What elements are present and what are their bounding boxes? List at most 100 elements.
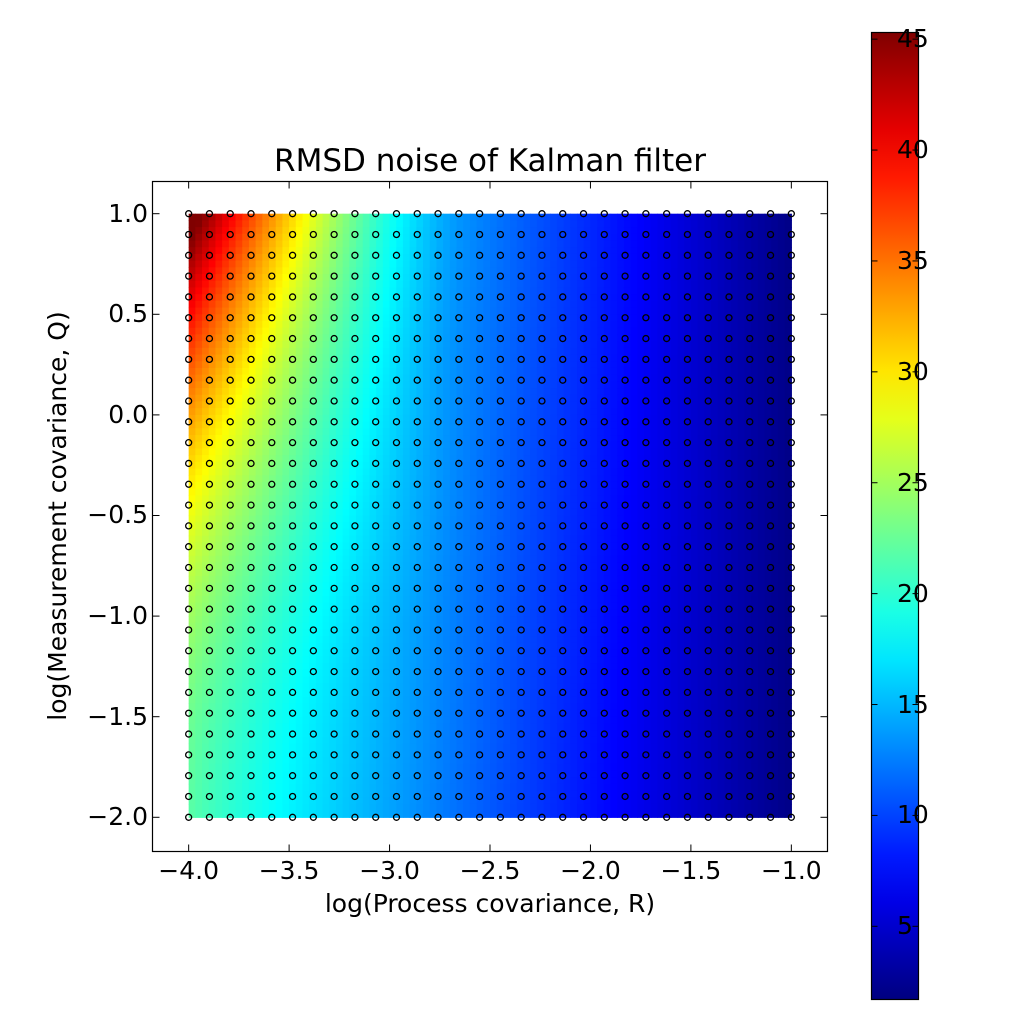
grid-point-marker xyxy=(642,813,650,821)
grid-point-marker xyxy=(226,563,234,572)
grid-point-marker xyxy=(455,584,463,592)
grid-point-marker xyxy=(787,355,795,364)
grid-point-marker xyxy=(434,210,442,218)
grid-point-marker xyxy=(330,647,338,655)
grid-point-marker xyxy=(434,626,442,634)
grid-point-marker xyxy=(621,792,629,801)
grid-point-marker xyxy=(288,480,297,488)
grid-point-marker xyxy=(683,230,692,239)
grid-point-marker xyxy=(725,751,733,759)
grid-point-marker xyxy=(475,293,484,301)
grid-point-marker xyxy=(642,730,650,738)
y-tick-label: 1.0 xyxy=(108,198,148,228)
grid-point-marker xyxy=(309,543,318,551)
grid-point-marker xyxy=(226,626,234,634)
grid-point-marker xyxy=(683,397,692,405)
grid-point-marker xyxy=(330,751,338,759)
grid-point-marker xyxy=(766,355,775,364)
grid-point-marker xyxy=(434,772,442,780)
grid-point-marker xyxy=(330,272,338,280)
grid-point-marker xyxy=(496,792,505,801)
grid-point-marker xyxy=(475,314,484,322)
grid-point-marker xyxy=(642,584,650,592)
grid-point-marker xyxy=(413,501,421,509)
y-tick-label: 0.5 xyxy=(108,299,148,329)
grid-point-marker xyxy=(725,418,733,426)
grid-point-marker xyxy=(787,501,795,509)
grid-point-marker xyxy=(704,730,712,738)
grid-point-marker xyxy=(351,688,359,697)
grid-point-marker xyxy=(704,293,712,301)
grid-point-marker xyxy=(475,813,484,821)
grid-point-marker xyxy=(288,272,297,280)
grid-point-marker xyxy=(704,543,712,551)
x-tick-label: −2.5 xyxy=(459,856,521,885)
grid-point-marker xyxy=(746,626,754,634)
grid-point-marker xyxy=(704,480,712,488)
x-axis-label: log(Process covariance, R) xyxy=(324,889,656,918)
grid-point-marker xyxy=(642,251,650,259)
grid-point-marker xyxy=(746,667,754,676)
grid-point-marker xyxy=(372,480,380,488)
grid-point-marker xyxy=(475,584,484,592)
grid-point-marker xyxy=(766,293,775,301)
grid-point-marker xyxy=(309,772,318,780)
grid-point-marker xyxy=(205,522,214,530)
grid-point-marker xyxy=(704,792,712,801)
grid-point-marker xyxy=(600,438,608,447)
grid-point-marker xyxy=(455,563,463,572)
grid-point-marker xyxy=(475,230,484,239)
grid-point-marker xyxy=(351,376,359,384)
grid-point-marker xyxy=(725,626,733,634)
grid-point-marker xyxy=(330,230,338,239)
grid-point-marker xyxy=(538,667,546,676)
grid-point-marker xyxy=(746,605,754,613)
grid-point-marker xyxy=(579,772,588,780)
grid-point-marker xyxy=(517,334,525,343)
grid-point-marker xyxy=(600,501,608,509)
grid-point-marker xyxy=(372,688,380,697)
grid-point-marker xyxy=(766,459,775,468)
axis-ticks xyxy=(152,181,828,852)
grid-point-marker xyxy=(288,709,297,717)
grid-point-marker xyxy=(496,230,505,239)
grid-point-marker xyxy=(455,334,463,343)
grid-point-marker xyxy=(392,210,401,218)
grid-point-marker xyxy=(663,688,671,697)
grid-point-marker xyxy=(351,501,359,509)
grid-point-marker xyxy=(766,584,775,592)
grid-point-marker xyxy=(247,272,255,280)
grid-point-marker xyxy=(683,376,692,384)
grid-point-marker xyxy=(309,251,318,259)
grid-point-marker xyxy=(683,792,692,801)
grid-point-marker xyxy=(185,647,193,655)
grid-point-marker xyxy=(746,584,754,592)
grid-point-marker xyxy=(205,647,214,655)
grid-point-marker xyxy=(330,210,338,218)
grid-point-marker xyxy=(725,314,733,322)
grid-point-marker xyxy=(475,605,484,613)
grid-point-marker xyxy=(205,418,214,426)
grid-point-marker xyxy=(413,563,421,572)
grid-point-marker xyxy=(413,397,421,405)
grid-point-marker xyxy=(247,563,255,572)
grid-point-marker xyxy=(372,355,380,364)
grid-point-marker xyxy=(372,418,380,426)
grid-point-marker xyxy=(205,397,214,405)
grid-point-marker xyxy=(392,314,401,322)
grid-point-marker xyxy=(351,230,359,239)
grid-point-marker xyxy=(600,543,608,551)
grid-point-marker xyxy=(205,459,214,468)
grid-point-marker xyxy=(288,230,297,239)
grid-point-marker xyxy=(559,230,567,239)
grid-point-marker xyxy=(517,272,525,280)
grid-point-marker xyxy=(475,667,484,676)
grid-point-marker xyxy=(392,230,401,239)
grid-point-marker xyxy=(288,584,297,592)
colorbar xyxy=(870,31,920,1001)
grid-point-marker xyxy=(579,626,588,634)
grid-point-marker xyxy=(247,501,255,509)
grid-point-marker xyxy=(413,751,421,759)
grid-point-marker xyxy=(663,792,671,801)
grid-point-marker xyxy=(268,459,276,468)
